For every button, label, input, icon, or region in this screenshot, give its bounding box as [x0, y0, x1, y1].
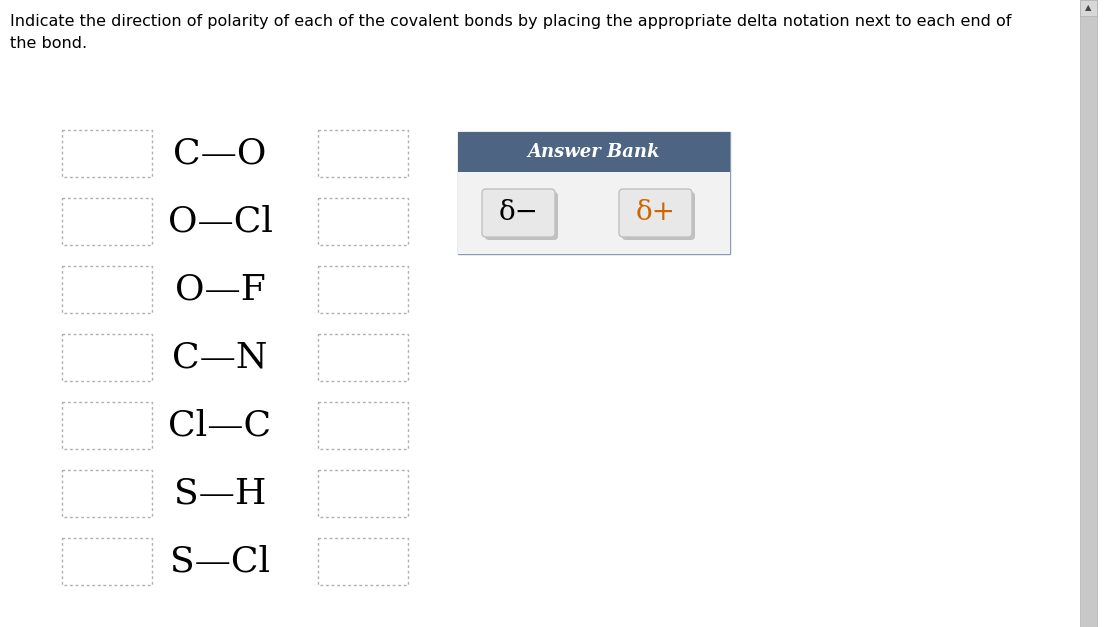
- Bar: [63, 198, 152, 245]
- Bar: [63, 130, 152, 177]
- FancyBboxPatch shape: [485, 192, 558, 240]
- Bar: [1080, 0, 1097, 16]
- Bar: [318, 198, 408, 245]
- Text: Cl—C: Cl—C: [169, 409, 271, 443]
- FancyBboxPatch shape: [619, 189, 693, 237]
- Bar: [318, 470, 408, 517]
- Text: S—H: S—H: [174, 477, 266, 510]
- Bar: [318, 402, 408, 449]
- Bar: [318, 266, 408, 313]
- Text: C—O: C—O: [173, 137, 267, 171]
- Bar: [318, 334, 408, 381]
- Bar: [318, 538, 408, 585]
- Text: Indicate the direction of polarity of each of the covalent bonds by placing the : Indicate the direction of polarity of ea…: [10, 14, 1011, 29]
- Text: δ+: δ+: [636, 199, 676, 226]
- Bar: [1080, 0, 1097, 627]
- Text: C—N: C—N: [172, 340, 268, 374]
- Text: ▲: ▲: [1086, 4, 1091, 13]
- Bar: [458, 132, 731, 172]
- Bar: [63, 470, 152, 517]
- Text: Answer Bank: Answer Bank: [527, 143, 660, 161]
- Text: O—F: O—F: [174, 273, 266, 307]
- Bar: [63, 402, 152, 449]
- Text: the bond.: the bond.: [10, 36, 87, 51]
- Text: S—Cl: S—Cl: [170, 544, 270, 579]
- Text: δ−: δ−: [498, 199, 538, 226]
- Bar: [458, 132, 731, 254]
- FancyBboxPatch shape: [622, 192, 695, 240]
- Bar: [458, 172, 731, 254]
- Text: O—Cl: O—Cl: [168, 204, 273, 238]
- Bar: [63, 266, 152, 313]
- FancyBboxPatch shape: [483, 189, 555, 237]
- Bar: [63, 538, 152, 585]
- Bar: [318, 130, 408, 177]
- Bar: [63, 334, 152, 381]
